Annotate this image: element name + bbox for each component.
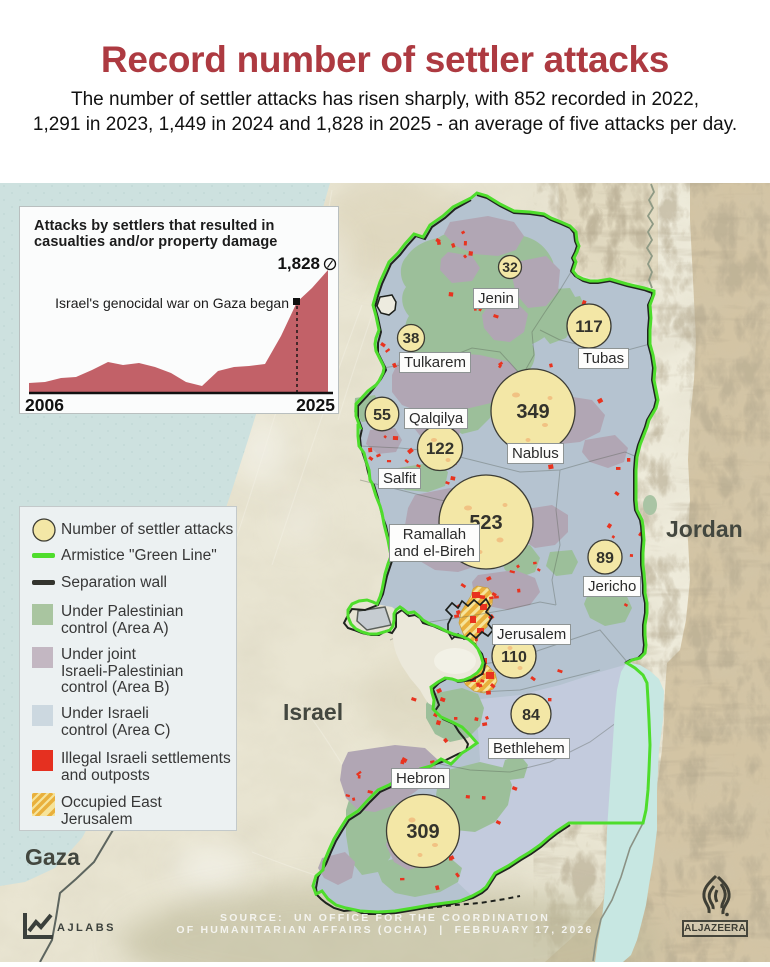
svg-text:32: 32 (502, 259, 518, 275)
svg-text:2006: 2006 (25, 395, 64, 413)
svg-text:55: 55 (373, 407, 391, 424)
svg-text:309: 309 (406, 821, 439, 843)
svg-text:117: 117 (575, 317, 602, 336)
svg-text:1,828: 1,828 (277, 254, 320, 273)
svg-text:Israel's genocidal war on Gaza: Israel's genocidal war on Gaza began (55, 295, 289, 311)
svg-text:349: 349 (516, 401, 549, 423)
svg-text:84: 84 (522, 707, 540, 724)
svg-text:110: 110 (501, 649, 527, 666)
svg-text:122: 122 (426, 439, 454, 458)
svg-text:38: 38 (403, 330, 420, 347)
svg-text:89: 89 (596, 550, 614, 567)
svg-text:2025: 2025 (296, 395, 335, 413)
